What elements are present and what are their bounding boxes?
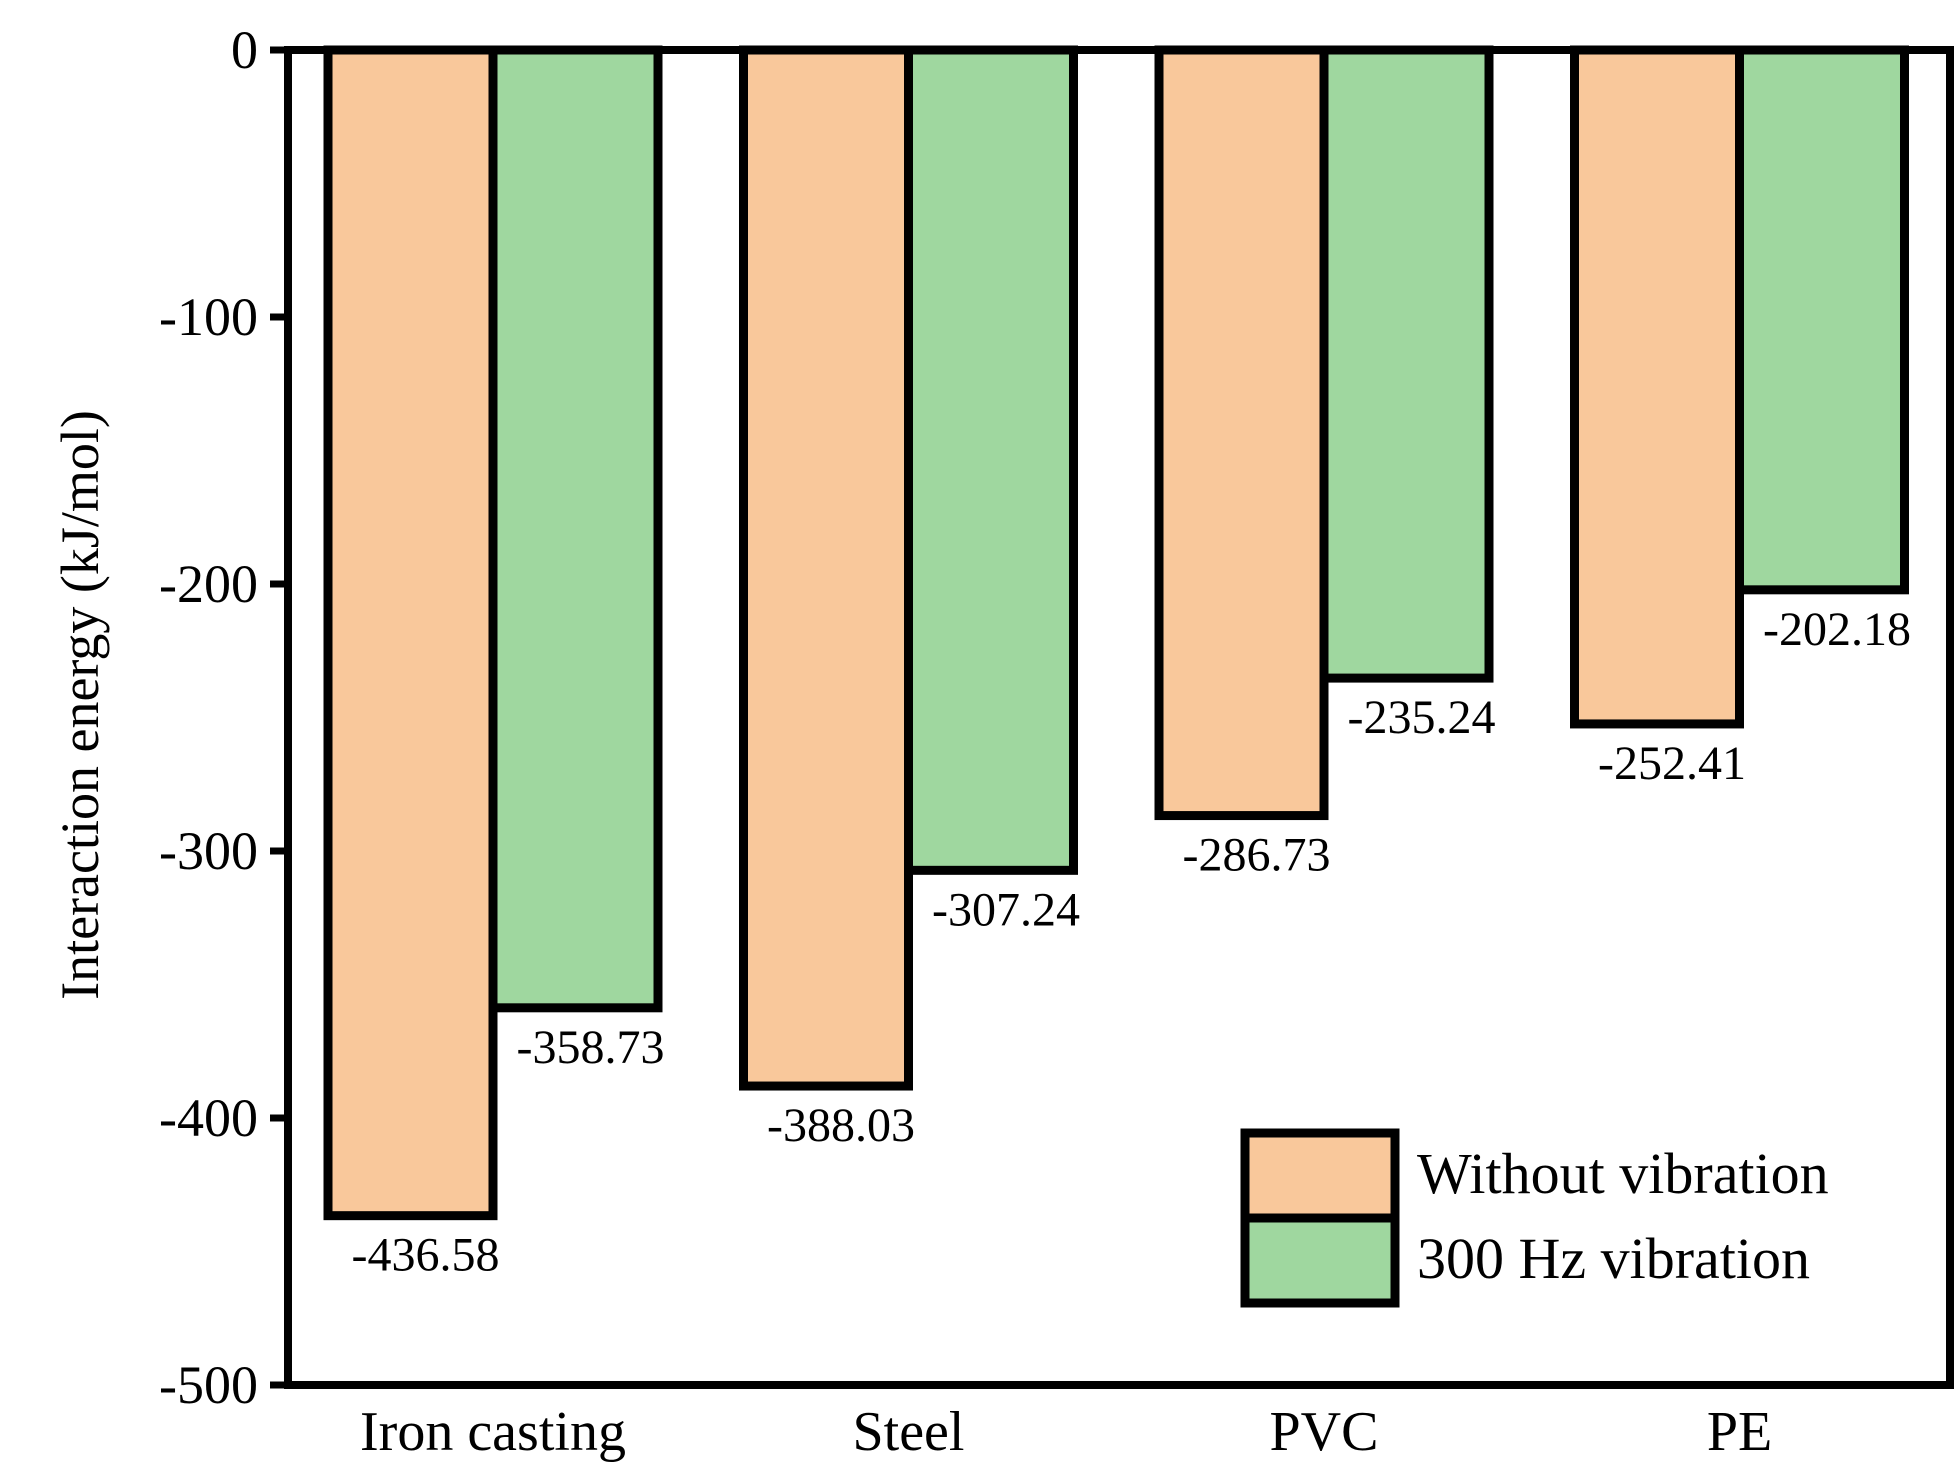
data-label: -388.03 <box>767 1099 915 1152</box>
x-tick-label: Iron casting <box>360 1401 626 1463</box>
data-label: -358.73 <box>517 1021 665 1074</box>
data-label: -202.18 <box>1763 603 1911 656</box>
data-label: -286.73 <box>1183 829 1331 882</box>
y-tick-label: -400 <box>159 1088 258 1148</box>
data-label: -307.24 <box>932 883 1080 936</box>
x-tick-label: Steel <box>853 1401 965 1463</box>
y-tick-label: -300 <box>159 821 258 881</box>
bar-without-vibration-pvc <box>1154 45 1329 821</box>
legend-swatch-300hz-vibration <box>1240 1213 1400 1308</box>
y-tick-label: -100 <box>159 287 258 347</box>
bar-without-vibration-pe <box>1570 45 1744 729</box>
y-tick-label: -200 <box>159 554 258 614</box>
bar-300hz-vibration-iron-casting <box>488 45 663 1013</box>
y-tick-label: 0 <box>231 20 258 80</box>
y-tick-label: -500 <box>159 1355 258 1415</box>
y-axis-title: Interaction energy (kJ/mol) <box>50 410 110 1000</box>
legend-label: 300 Hz vibration <box>1417 1226 1810 1291</box>
data-label: -436.58 <box>352 1229 500 1282</box>
bar-300hz-vibration-steel <box>904 45 1078 875</box>
bar-without-vibration-steel <box>739 45 913 1091</box>
bar-without-vibration-iron-casting <box>323 45 498 1221</box>
x-tick-label: PVC <box>1270 1401 1379 1463</box>
legend-swatch-without-vibration <box>1240 1128 1400 1223</box>
data-label: -252.41 <box>1598 737 1746 790</box>
x-tick-label: PE <box>1707 1401 1772 1463</box>
bar-300hz-vibration-pe <box>1735 45 1909 595</box>
bar-300hz-vibration-pvc <box>1319 45 1494 683</box>
plot-frame <box>284 46 1954 1389</box>
legend-label: Without vibration <box>1417 1141 1829 1206</box>
data-label: -235.24 <box>1348 691 1496 744</box>
